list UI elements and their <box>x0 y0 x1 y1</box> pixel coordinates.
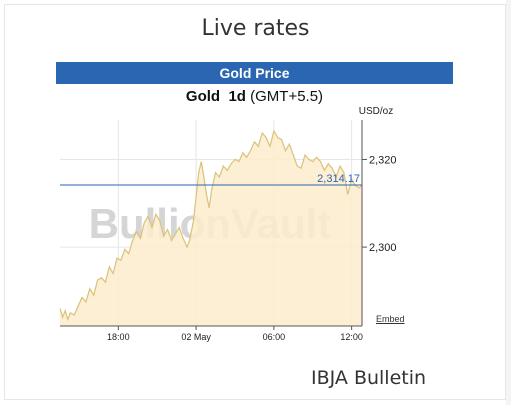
subtitle-period: 1d <box>228 88 246 105</box>
x-axis: 18:00 02 May 06:00 12:00 <box>60 325 363 342</box>
x-tick-label: 02 May <box>181 332 211 342</box>
y-axis-label: USD/oz <box>359 106 393 117</box>
y-axis: 2,300 2,320 <box>361 120 397 326</box>
price-area-fill <box>60 131 362 326</box>
chart-subtitle: Gold 1d (GMT+5.5) <box>56 88 453 105</box>
subtitle-metal: Gold <box>185 88 221 105</box>
x-tick-label: 12:00 <box>340 332 363 342</box>
page-edge <box>506 0 511 405</box>
current-price-label: 2,314.17 <box>317 173 360 185</box>
y-tick-label: 2,300 <box>369 242 397 254</box>
live-rates-heading: Live rates <box>201 16 310 41</box>
gold-price-banner: Gold Price <box>56 62 453 84</box>
ibja-bulletin-text: IBJA Bulletin <box>311 367 427 389</box>
embed-link[interactable]: Embed <box>376 314 405 324</box>
subtitle-timezone: (GMT+5.5) <box>250 88 324 105</box>
y-tick-label: 2,320 <box>369 154 397 166</box>
widget-frame <box>4 4 506 400</box>
x-tick-label: 06:00 <box>263 332 286 342</box>
x-tick-label: 18:00 <box>107 332 130 342</box>
price-line <box>59 129 363 322</box>
